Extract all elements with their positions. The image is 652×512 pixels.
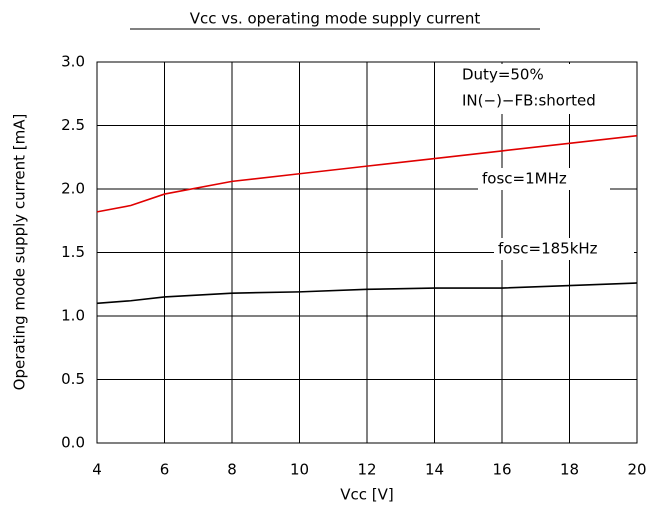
x-tick-label: 18	[560, 461, 579, 479]
y-tick-label: 3.0	[61, 53, 85, 71]
x-tick-label: 6	[160, 461, 170, 479]
y-tick-label: 2.5	[61, 116, 85, 134]
x-tick-label: 4	[92, 461, 102, 479]
x-tick-label: 8	[227, 461, 237, 479]
y-tick-label: 2.0	[61, 180, 85, 198]
y-tick-label: 0.5	[61, 370, 85, 388]
data-line	[96, 282, 638, 305]
x-axis-label: Vcc [V]	[340, 486, 394, 504]
x-tick-label: 12	[357, 461, 376, 479]
x-tick-label: 10	[290, 461, 309, 479]
data-line	[96, 134, 638, 213]
x-tick-label: 14	[425, 461, 444, 479]
plot-frame	[96, 61, 638, 444]
annotation-bg	[478, 168, 610, 190]
annotation: Duty=50%	[462, 66, 544, 84]
y-tick-label: 0.0	[61, 434, 85, 452]
annotation: fosc=185kHz	[498, 240, 598, 258]
annotation: IN(−)−FB:shorted	[462, 92, 596, 110]
annotation: fosc=1MHz	[482, 170, 567, 188]
annotation-bg	[494, 238, 634, 260]
y-tick-label: 1.0	[61, 307, 85, 325]
x-tick-label: 16	[492, 461, 511, 479]
annotation-bg	[458, 64, 633, 114]
x-tick-label: 20	[627, 461, 646, 479]
y-axis-label: Operating mode supply current [mA]	[11, 114, 29, 391]
y-tick-label: 1.5	[61, 243, 85, 261]
chart-title: Vcc vs. operating mode supply current	[190, 10, 481, 28]
